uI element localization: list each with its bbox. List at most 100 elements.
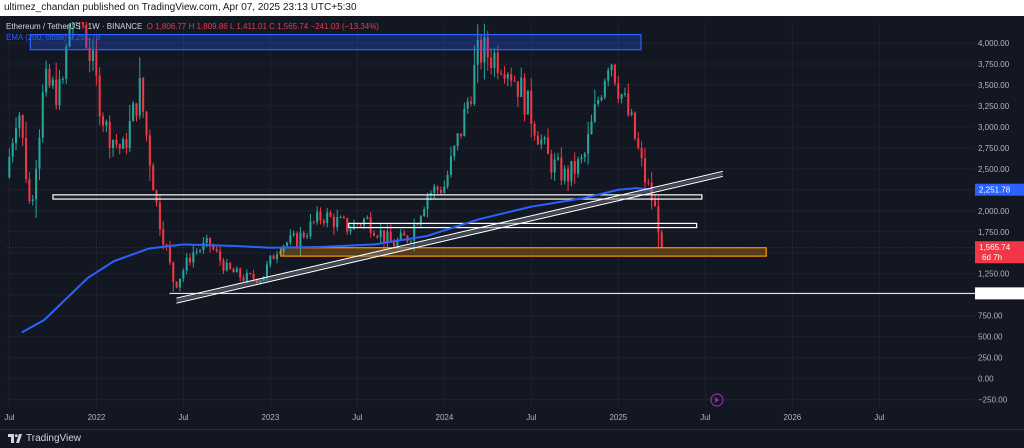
price-tick-label: 3,750.00: [978, 60, 1010, 69]
candle-body: [319, 211, 322, 221]
chart-frame[interactable]: −250.000.00250.00500.00750.001,000.001,2…: [0, 16, 1024, 429]
candle-body: [620, 94, 623, 99]
candle-body: [506, 74, 509, 79]
candle-body: [523, 77, 526, 115]
candle-body: [413, 224, 416, 241]
candle-body: [68, 24, 71, 47]
candle-body: [155, 190, 158, 203]
candle-body: [496, 52, 499, 74]
support-price-tag-label: 1,016.01: [979, 289, 1011, 298]
last-price-tag-bg: [975, 241, 1024, 264]
ema-price-tag-label: 2,251.78: [979, 186, 1011, 195]
candle-body: [185, 257, 188, 271]
candle-body: [436, 186, 439, 190]
candle-body: [18, 115, 21, 129]
candle-body: [219, 251, 222, 261]
candle-body: [118, 144, 121, 149]
candle-body: [85, 24, 88, 48]
candle-body: [138, 78, 141, 116]
candle-body: [383, 230, 386, 243]
candle-body: [490, 57, 493, 69]
candle-body: [396, 239, 399, 247]
candle-body: [379, 230, 382, 238]
candle-body: [647, 182, 650, 184]
zone-support-1: [52, 194, 703, 200]
candle-body: [556, 157, 560, 160]
candle-body: [322, 220, 325, 223]
candle-body: [8, 156, 11, 178]
trendline-upper: [176, 170, 723, 299]
candle-body: [172, 262, 175, 282]
candle-body: [229, 262, 232, 269]
candle-body: [466, 101, 469, 109]
time-axis: Jul 2022 Jul 2023 Jul 2024 Jul 2025 Jul 2026 Jul: [4, 413, 884, 422]
candle-body: [386, 231, 389, 243]
candle-body: [543, 137, 546, 140]
price-tick-label: 3,250.00: [978, 102, 1010, 111]
candle-body: [530, 90, 533, 124]
candle-body: [61, 78, 64, 80]
last-price-tag-label: 1,565.74: [979, 243, 1011, 252]
publisher-header: ultimez_chandan published on TradingView…: [0, 0, 1024, 16]
candle-body: [560, 157, 563, 181]
candle-body: [342, 216, 345, 219]
time-tick-label: 2023: [262, 413, 280, 422]
candle-body: [252, 273, 255, 279]
candle-body: [239, 268, 242, 278]
candle-body: [643, 158, 647, 183]
candle-body: [105, 121, 108, 126]
candle-body: [366, 217, 369, 219]
candle-body: [439, 189, 442, 193]
candle-body: [459, 133, 463, 137]
candle-body: [580, 157, 583, 160]
candle-body: [409, 240, 412, 242]
candle-body: [603, 80, 606, 98]
time-tick-label: Jul: [526, 413, 536, 422]
candle-body: [613, 64, 616, 84]
ema-legend[interactable]: EMA (200, close) 2,251.78: [6, 33, 101, 42]
candle-body: [235, 268, 238, 273]
candle-body: [158, 202, 161, 230]
candle-body: [403, 232, 406, 236]
candle-body: [115, 140, 118, 145]
candle-body: [75, 22, 78, 23]
price-tick-label: 3,000.00: [978, 123, 1010, 132]
candle-body: [597, 99, 600, 104]
candle-body: [536, 135, 539, 145]
candle-body: [51, 79, 54, 86]
candle-body: [95, 50, 98, 76]
candle-body: [91, 50, 95, 62]
time-tick-label: 2022: [88, 413, 106, 422]
candle-body: [520, 77, 523, 97]
candle-body: [225, 262, 228, 271]
tradingview-brand: TradingView: [26, 433, 82, 444]
candle-body: [162, 229, 165, 245]
candle-body: [426, 195, 429, 210]
price-chart[interactable]: −250.000.00250.00500.00750.001,000.001,2…: [0, 16, 1024, 429]
candle-body: [623, 93, 626, 95]
candle-body: [132, 103, 135, 122]
candle-body: [101, 116, 105, 126]
candle-body: [593, 103, 596, 122]
candle-body: [98, 75, 101, 117]
candle-body: [600, 97, 603, 100]
candle-body: [282, 245, 285, 252]
candle-body: [25, 138, 28, 179]
candle-body: [393, 241, 396, 247]
replay-icon[interactable]: [710, 393, 724, 407]
price-tick-label: 2,750.00: [978, 144, 1010, 153]
candle-body: [142, 78, 145, 112]
candle-body: [570, 161, 573, 182]
symbol-label[interactable]: Ethereum / TetherUS · 1W · BINANCE: [6, 22, 143, 31]
time-tick-label: Jul: [700, 413, 710, 422]
candle-body: [289, 235, 292, 243]
tradingview-logo[interactable]: TradingView: [8, 433, 81, 444]
zone-support-2: [348, 222, 698, 229]
candle-body: [199, 250, 202, 252]
candle-body: [148, 135, 151, 166]
candle-body: [245, 273, 248, 281]
candle-body: [299, 232, 302, 247]
candle-body: [456, 133, 459, 146]
candle-body: [21, 115, 24, 139]
